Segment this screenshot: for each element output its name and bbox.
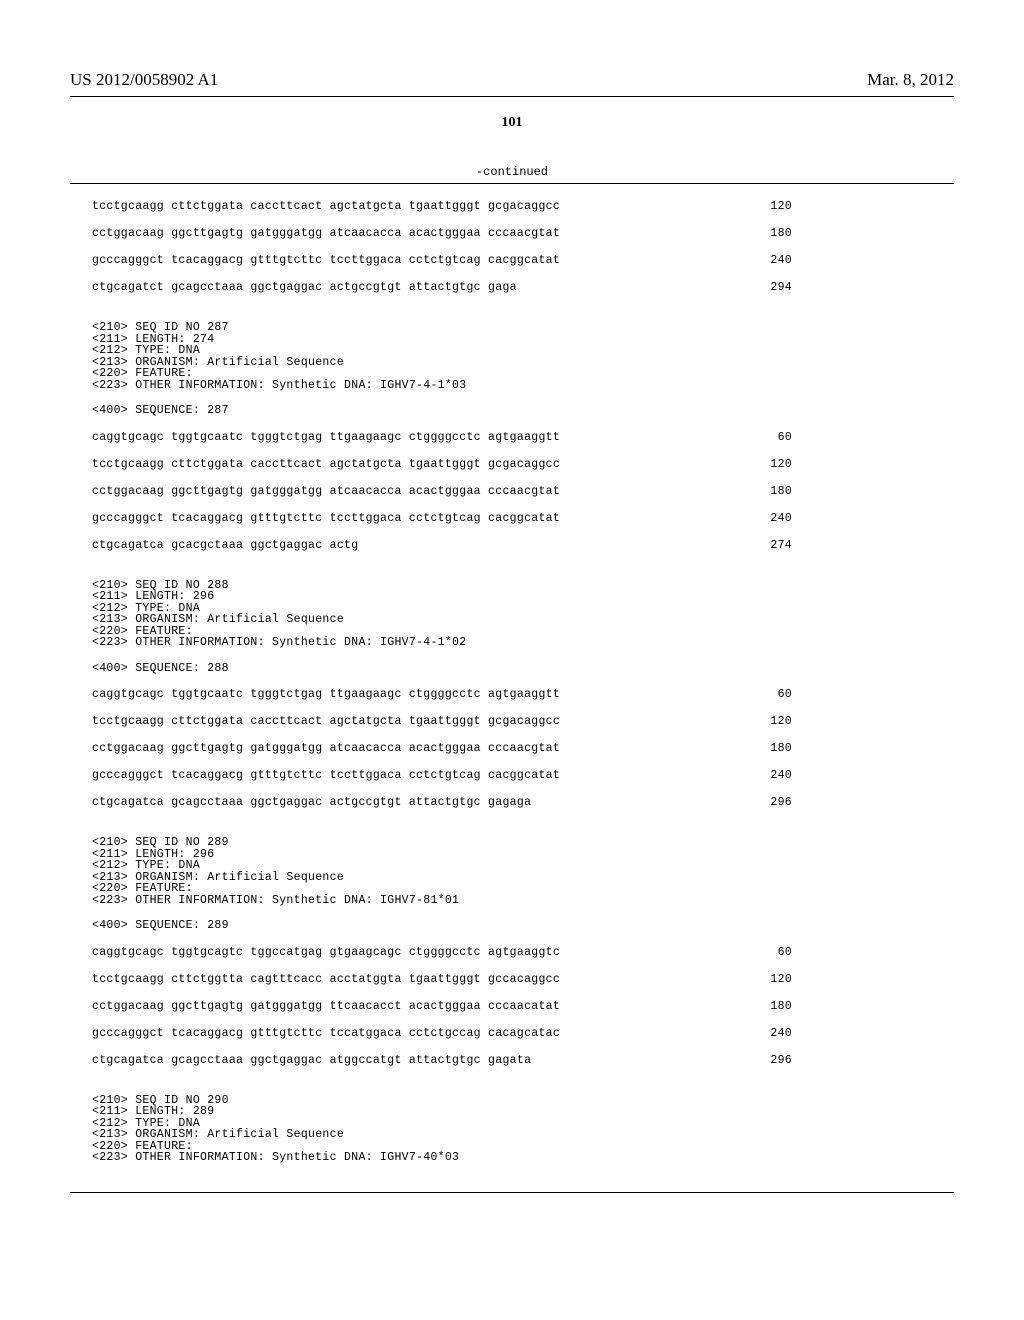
sequence-text: ctgcagatca gcacgctaaa ggctgaggac actg — [92, 539, 358, 552]
sequence-position: 240 — [770, 512, 792, 525]
sequence-line: gcccagggct tcacaggacg gtttgtcttc tccatgg… — [92, 1027, 932, 1040]
seq-meta-line: <400> SEQUENCE: 289 — [92, 920, 932, 932]
seq-meta-line: <400> SEQUENCE: 287 — [92, 405, 932, 417]
sequence-line: cctggacaag ggcttgagtg gatgggatgg atcaaca… — [92, 227, 932, 240]
sequence-text: tcctgcaagg cttctggata caccttcact agctatg… — [92, 715, 560, 728]
seq-meta-line: <213> ORGANISM: Artificial Sequence — [92, 357, 932, 369]
seq-meta-line: <211> LENGTH: 296 — [92, 849, 932, 861]
seq-meta-line: <223> OTHER INFORMATION: Synthetic DNA: … — [92, 895, 932, 907]
sequence-line: ctgcagatca gcagcctaaa ggctgaggac atggcca… — [92, 1054, 932, 1067]
sequence-position: 120 — [770, 458, 792, 471]
publication-date: Mar. 8, 2012 — [867, 70, 954, 90]
spacer — [92, 417, 932, 431]
sequence-text: ctgcagatca gcagcctaaa ggctgaggac atggcca… — [92, 1054, 531, 1067]
seq-meta-line: <211> LENGTH: 296 — [92, 591, 932, 603]
sequence-line: caggtgcagc tggtgcaatc tgggtctgag ttgaaga… — [92, 688, 932, 701]
publication-number: US 2012/0058902 A1 — [70, 70, 218, 90]
sequence-line: tcctgcaagg cttctggata caccttcact agctatg… — [92, 458, 932, 471]
seq-meta-line: <210> SEQ ID NO 289 — [92, 837, 932, 849]
seq-meta-line: <210> SEQ ID NO 287 — [92, 322, 932, 334]
sequence-position: 240 — [770, 1027, 792, 1040]
sequence-text: ctgcagatca gcagcctaaa ggctgaggac actgccg… — [92, 796, 531, 809]
sequence-line: gcccagggct tcacaggacg gtttgtcttc tccttgg… — [92, 254, 932, 267]
seq-meta-line: <210> SEQ ID NO 290 — [92, 1095, 932, 1107]
page-number: 101 — [0, 115, 1024, 131]
spacer — [92, 1081, 932, 1095]
spacer — [92, 823, 932, 837]
page-header: US 2012/0058902 A1 Mar. 8, 2012 — [0, 0, 1024, 90]
seq-meta-line: <220> FEATURE: — [92, 883, 932, 895]
sequence-text: tcctgcaagg cttctggata caccttcact agctatg… — [92, 200, 560, 213]
spacer — [92, 932, 932, 946]
sequence-text: cctggacaag ggcttgagtg gatgggatgg atcaaca… — [92, 227, 560, 240]
sequence-position: 240 — [770, 254, 792, 267]
seq-meta-line: <213> ORGANISM: Artificial Sequence — [92, 614, 932, 626]
sequence-line: tcctgcaagg cttctggtta cagtttcacc acctatg… — [92, 973, 932, 986]
sequence-position: 180 — [770, 742, 792, 755]
sequence-text: cctggacaag ggcttgagtg gatgggatgg atcaaca… — [92, 485, 560, 498]
sequence-line: cctggacaag ggcttgagtg gatgggatgg atcaaca… — [92, 742, 932, 755]
spacer — [92, 649, 932, 663]
sequence-line: cctggacaag ggcttgagtg gatgggatgg atcaaca… — [92, 485, 932, 498]
sequence-line: gcccagggct tcacaggacg gtttgtcttc tccttgg… — [92, 512, 932, 525]
sequence-text: caggtgcagc tggtgcaatc tgggtctgag ttgaaga… — [92, 688, 560, 701]
seq-meta-line: <211> LENGTH: 289 — [92, 1106, 932, 1118]
sequence-position: 120 — [770, 200, 792, 213]
sequence-position: 60 — [778, 688, 792, 701]
sequence-text: gcccagggct tcacaggacg gtttgtcttc tccttgg… — [92, 769, 560, 782]
sequence-position: 274 — [770, 539, 792, 552]
sequence-text: caggtgcagc tggtgcagtc tggccatgag gtgaagc… — [92, 946, 560, 959]
sequence-position: 180 — [770, 1000, 792, 1013]
sequence-text: ctgcagatct gcagcctaaa ggctgaggac actgccg… — [92, 281, 517, 294]
continued-label: -continued — [0, 165, 1024, 179]
sequence-listing-box: tcctgcaagg cttctggata caccttcact agctatg… — [70, 183, 954, 1193]
sequence-position: 120 — [770, 973, 792, 986]
sequence-line: tcctgcaagg cttctggata caccttcact agctatg… — [92, 200, 932, 213]
sequence-position: 60 — [778, 946, 792, 959]
sequence-position: 240 — [770, 769, 792, 782]
sequence-line: tcctgcaagg cttctggata caccttcact agctatg… — [92, 715, 932, 728]
seq-meta-line: <210> SEQ ID NO 288 — [92, 580, 932, 592]
sequence-text: tcctgcaagg cttctggtta cagtttcacc acctatg… — [92, 973, 560, 986]
spacer — [92, 906, 932, 920]
sequence-position: 180 — [770, 227, 792, 240]
sequence-line: caggtgcagc tggtgcaatc tgggtctgag ttgaaga… — [92, 431, 932, 444]
sequence-position: 296 — [770, 796, 792, 809]
sequence-text: cctggacaag ggcttgagtg gatgggatgg atcaaca… — [92, 742, 560, 755]
seq-meta-line: <211> LENGTH: 274 — [92, 334, 932, 346]
seq-meta-line: <212> TYPE: DNA — [92, 345, 932, 357]
sequence-text: gcccagggct tcacaggacg gtttgtcttc tccttgg… — [92, 254, 560, 267]
sequence-line: gcccagggct tcacaggacg gtttgtcttc tccttgg… — [92, 769, 932, 782]
spacer — [92, 566, 932, 580]
seq-meta-line: <223> OTHER INFORMATION: Synthetic DNA: … — [92, 637, 932, 649]
sequence-line: ctgcagatca gcagcctaaa ggctgaggac actgccg… — [92, 796, 932, 809]
sequence-line: ctgcagatct gcagcctaaa ggctgaggac actgccg… — [92, 281, 932, 294]
seq-meta-line: <223> OTHER INFORMATION: Synthetic DNA: … — [92, 380, 932, 392]
sequence-line: ctgcagatca gcacgctaaa ggctgaggac actg 274 — [92, 539, 932, 552]
spacer — [92, 308, 932, 322]
seq-meta-line: <400> SEQUENCE: 288 — [92, 663, 932, 675]
sequence-text: gcccagggct tcacaggacg gtttgtcttc tccttgg… — [92, 512, 560, 525]
sequence-text: cctggacaag ggcttgagtg gatgggatgg ttcaaca… — [92, 1000, 560, 1013]
sequence-text: gcccagggct tcacaggacg gtttgtcttc tccatgg… — [92, 1027, 560, 1040]
sequence-text: caggtgcagc tggtgcaatc tgggtctgag ttgaaga… — [92, 431, 560, 444]
spacer — [92, 674, 932, 688]
spacer — [92, 391, 932, 405]
sequence-position: 120 — [770, 715, 792, 728]
seq-meta-line: <212> TYPE: DNA — [92, 860, 932, 872]
sequence-line: cctggacaag ggcttgagtg gatgggatgg ttcaaca… — [92, 1000, 932, 1013]
sequence-position: 294 — [770, 281, 792, 294]
sequence-text: tcctgcaagg cttctggata caccttcact agctatg… — [92, 458, 560, 471]
header-divider — [70, 96, 954, 97]
sequence-position: 60 — [778, 431, 792, 444]
seq-meta-line: <223> OTHER INFORMATION: Synthetic DNA: … — [92, 1152, 932, 1164]
spacer — [92, 1164, 932, 1178]
seq-meta-line: <220> FEATURE: — [92, 368, 932, 380]
sequence-position: 180 — [770, 485, 792, 498]
seq-meta-line: <213> ORGANISM: Artificial Sequence — [92, 1129, 932, 1141]
seq-meta-line: <213> ORGANISM: Artificial Sequence — [92, 872, 932, 884]
sequence-position: 296 — [770, 1054, 792, 1067]
sequence-line: caggtgcagc tggtgcagtc tggccatgag gtgaagc… — [92, 946, 932, 959]
